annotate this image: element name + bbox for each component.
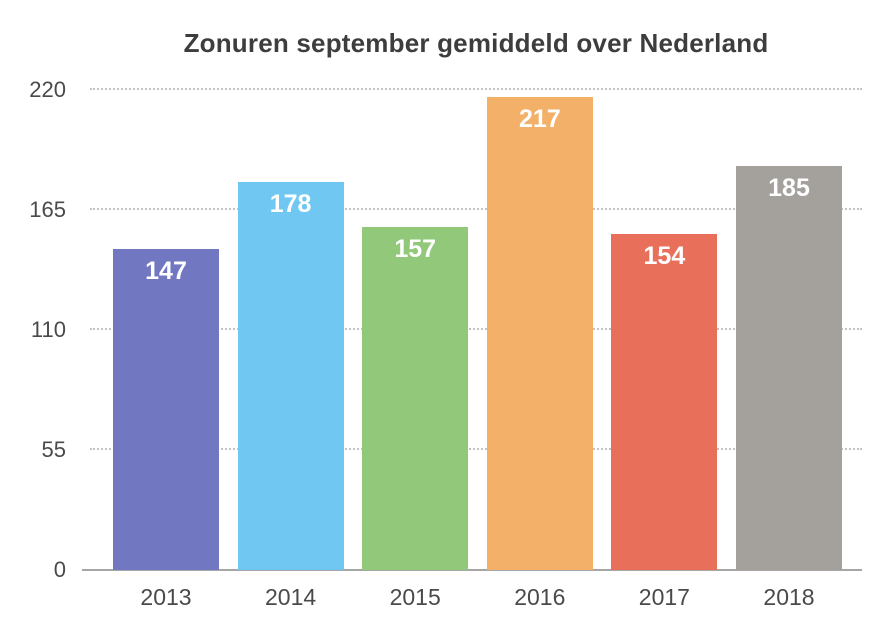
- chart-title: Zonuren september gemiddeld over Nederla…: [183, 28, 769, 58]
- gridline: [90, 328, 862, 330]
- gridline: [90, 208, 862, 210]
- bar-2015: 157: [362, 227, 469, 570]
- plot-area: 147 178 157 217 154 185: [82, 88, 862, 571]
- bar-value-label: 217: [518, 104, 561, 133]
- gridline: [90, 88, 862, 90]
- x-tick-label: 2015: [389, 584, 441, 610]
- bar-value-label: 147: [145, 257, 187, 286]
- x-tick-label: 2016: [514, 584, 566, 610]
- y-tick-label: 0: [53, 557, 66, 582]
- bar-value-label: 154: [643, 242, 686, 270]
- x-tick-label: 2018: [763, 584, 815, 610]
- x-tick-label: 2017: [638, 584, 690, 610]
- gridline: [90, 448, 862, 450]
- bar-2013: 147: [113, 249, 219, 570]
- bar-2014: 178: [237, 181, 344, 570]
- bar-2017: 154: [611, 234, 718, 570]
- y-tick-label: 220: [29, 77, 66, 102]
- x-axis-line: [82, 569, 862, 571]
- bar-value-label: 178: [269, 189, 312, 218]
- bar-value-label: 185: [768, 174, 810, 203]
- bar-2016: 217: [486, 96, 593, 570]
- y-tick-label: 110: [30, 317, 66, 342]
- y-tick-label: 55: [41, 437, 66, 462]
- bar-value-label: 157: [394, 235, 437, 264]
- y-tick-label: 165: [29, 197, 66, 222]
- x-tick-label: 2014: [265, 584, 317, 610]
- bar-2018: 185: [736, 166, 842, 570]
- x-tick-label: 2013: [140, 584, 192, 610]
